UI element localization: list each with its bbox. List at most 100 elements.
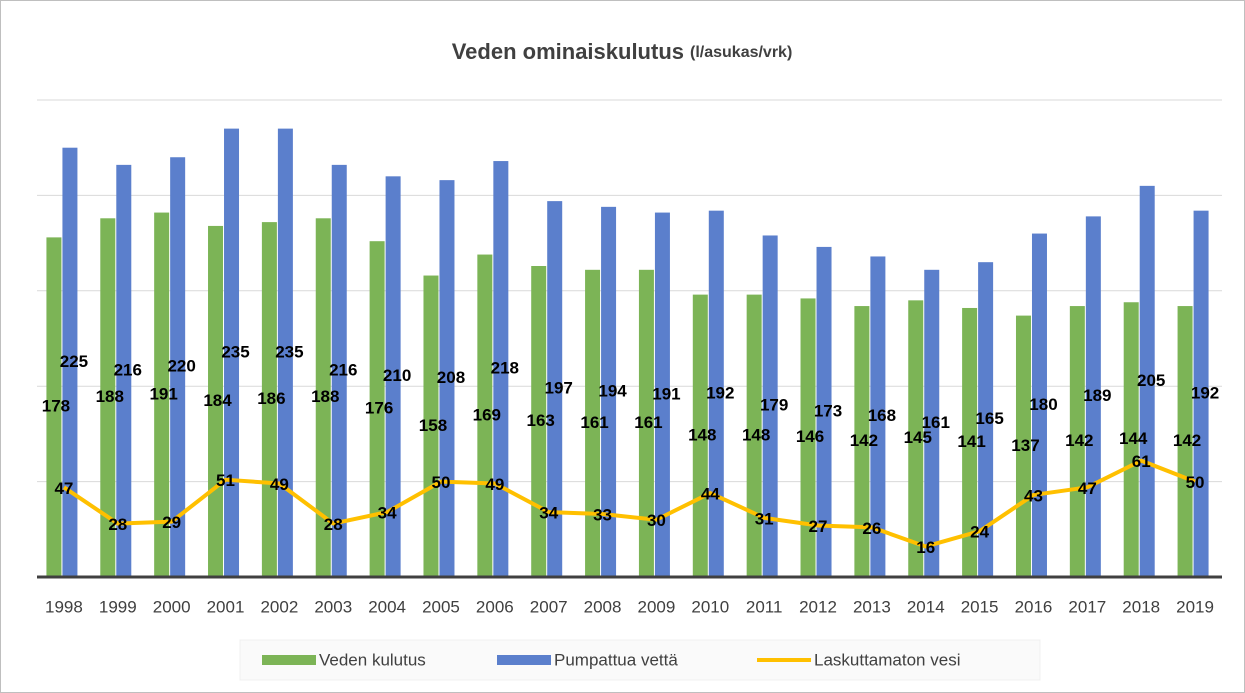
data-label: 27 bbox=[809, 517, 828, 536]
data-label: 16 bbox=[916, 538, 935, 557]
bar bbox=[277, 128, 293, 577]
legend-swatch bbox=[497, 655, 551, 665]
legend: Veden kulutus Pumpattua vettä Laskuttamato… bbox=[262, 650, 960, 669]
x-tick-label: 2009 bbox=[638, 597, 676, 616]
data-label: 49 bbox=[270, 475, 289, 494]
legend-label: Veden kulutus bbox=[319, 650, 426, 669]
bar bbox=[692, 294, 708, 577]
bar bbox=[854, 306, 870, 577]
bar bbox=[1123, 302, 1139, 577]
data-label: 188 bbox=[311, 387, 339, 406]
x-tick-label: 2017 bbox=[1068, 597, 1106, 616]
bar bbox=[154, 212, 170, 577]
data-label: 144 bbox=[1119, 429, 1148, 448]
bar bbox=[477, 254, 493, 577]
data-label: 43 bbox=[1024, 486, 1043, 505]
data-label: 184 bbox=[203, 391, 232, 410]
data-label: 194 bbox=[598, 381, 627, 400]
bar bbox=[1015, 315, 1031, 577]
data-label: 158 bbox=[419, 416, 447, 435]
data-label: 179 bbox=[760, 396, 788, 415]
title-units: (l/asukas/vrk) bbox=[690, 44, 792, 61]
data-label: 31 bbox=[755, 509, 774, 528]
data-label: 210 bbox=[383, 366, 411, 385]
data-label: 148 bbox=[742, 425, 770, 444]
bar bbox=[1193, 210, 1209, 577]
bar bbox=[924, 269, 940, 577]
data-label: 216 bbox=[329, 360, 357, 379]
x-tick-label: 2012 bbox=[799, 597, 837, 616]
data-label: 148 bbox=[688, 425, 716, 444]
bar bbox=[746, 294, 762, 577]
data-label: 161 bbox=[580, 413, 608, 432]
data-label: 50 bbox=[1186, 473, 1205, 492]
x-tick-label: 2007 bbox=[530, 597, 568, 616]
line bbox=[62, 458, 1196, 549]
data-label: 165 bbox=[975, 409, 1003, 428]
bar bbox=[816, 246, 832, 577]
x-tick-label: 2015 bbox=[961, 597, 999, 616]
data-label: 220 bbox=[167, 357, 195, 376]
data-label: 47 bbox=[1078, 479, 1097, 498]
legend-box bbox=[239, 639, 1041, 681]
legend-label: Pumpattua vettä bbox=[554, 650, 678, 669]
data-label: 173 bbox=[814, 401, 842, 420]
x-tick-label: 2014 bbox=[907, 597, 945, 616]
data-label: 34 bbox=[539, 504, 558, 523]
legend-label: Laskuttamaton vesi bbox=[814, 650, 960, 669]
data-label: 141 bbox=[957, 432, 985, 451]
bar bbox=[1139, 185, 1155, 578]
data-label: 142 bbox=[1173, 431, 1201, 450]
bar bbox=[100, 218, 116, 577]
x-tick-label: 1999 bbox=[99, 597, 137, 616]
bar bbox=[315, 218, 331, 577]
bar bbox=[978, 262, 994, 577]
bar bbox=[46, 237, 62, 577]
x-tick-label: 2002 bbox=[260, 597, 298, 616]
x-tick-label: 2006 bbox=[476, 597, 514, 616]
data-label: 137 bbox=[1011, 436, 1039, 455]
data-label: 235 bbox=[275, 342, 303, 361]
x-tick-label: 2005 bbox=[422, 597, 460, 616]
data-label: 208 bbox=[437, 368, 465, 387]
data-label: 142 bbox=[850, 431, 878, 450]
title: Veden ominaiskulutus bbox=[452, 39, 684, 64]
data-label: 191 bbox=[652, 384, 680, 403]
bar bbox=[638, 269, 654, 577]
x-tick-label: 2016 bbox=[1015, 597, 1053, 616]
bar bbox=[531, 265, 547, 577]
bar bbox=[708, 210, 724, 577]
data-label: 29 bbox=[162, 513, 181, 532]
chart-title: Veden ominaiskulutus (l/asukas/vrk) bbox=[452, 39, 793, 64]
x-tick-label: 2004 bbox=[368, 597, 406, 616]
bar bbox=[1177, 306, 1193, 577]
data-label: 216 bbox=[114, 360, 142, 379]
data-label: 24 bbox=[970, 523, 989, 542]
data-label: 188 bbox=[96, 387, 124, 406]
data-label: 49 bbox=[485, 475, 504, 494]
data-label: 28 bbox=[324, 515, 343, 534]
data-label: 218 bbox=[491, 359, 519, 378]
x-tick-label: 2000 bbox=[153, 597, 191, 616]
x-tick-label: 2008 bbox=[584, 597, 622, 616]
data-label: 26 bbox=[862, 519, 881, 538]
data-label: 235 bbox=[221, 342, 249, 361]
data-label: 225 bbox=[60, 352, 88, 371]
bar bbox=[369, 241, 385, 577]
bar bbox=[654, 212, 670, 577]
data-label: 197 bbox=[545, 379, 573, 398]
bar bbox=[423, 275, 439, 577]
data-label: 168 bbox=[868, 406, 896, 425]
legend-swatch bbox=[262, 655, 316, 665]
x-tick-label: 1998 bbox=[45, 597, 83, 616]
bar bbox=[962, 307, 978, 577]
x-tick-label: 2019 bbox=[1176, 597, 1214, 616]
data-label: 61 bbox=[1132, 452, 1151, 471]
x-tick-label: 2010 bbox=[691, 597, 729, 616]
data-label: 163 bbox=[527, 411, 555, 430]
x-tick-label: 2003 bbox=[314, 597, 352, 616]
bar bbox=[762, 235, 778, 577]
data-label: 176 bbox=[365, 399, 393, 418]
